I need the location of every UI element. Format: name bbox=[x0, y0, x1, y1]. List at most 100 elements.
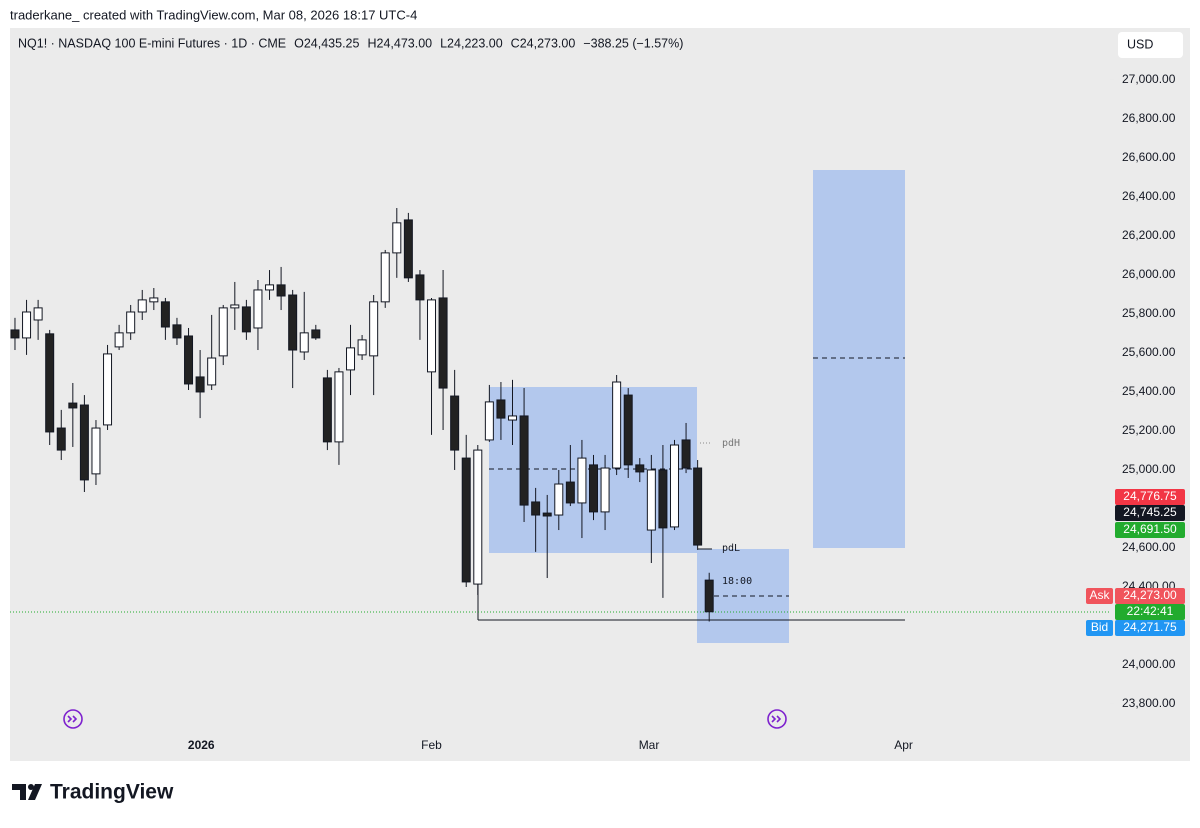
candle-body bbox=[484, 401, 494, 441]
candle-body bbox=[103, 353, 113, 426]
x-tick-label: Feb bbox=[421, 738, 442, 752]
x-tick-label: Apr bbox=[894, 738, 913, 752]
candle-body bbox=[681, 439, 691, 469]
candle-body bbox=[519, 415, 529, 506]
replay-icon[interactable] bbox=[63, 709, 83, 729]
annotation: pdL bbox=[722, 543, 740, 554]
candle-body bbox=[311, 329, 321, 339]
replay-icon[interactable] bbox=[767, 709, 787, 729]
candle-body bbox=[91, 427, 101, 475]
candle-body bbox=[369, 301, 379, 357]
price-tag-label: 24,691.50 bbox=[1123, 522, 1177, 536]
price-tag bbox=[1115, 522, 1185, 538]
candle-body bbox=[68, 402, 78, 409]
candle-body bbox=[230, 304, 240, 309]
y-tick-label: 26,400.00 bbox=[1122, 189, 1176, 203]
candle-body bbox=[554, 483, 564, 516]
price-tag-label: 24,745.25 bbox=[1123, 505, 1177, 519]
ohlc-value: H24,473.00 bbox=[367, 36, 432, 50]
price-tag bbox=[1115, 505, 1185, 521]
price-tag-label: 24,776.75 bbox=[1123, 489, 1177, 503]
candle-body bbox=[195, 376, 205, 393]
candle-body bbox=[565, 481, 575, 504]
candle-body bbox=[531, 501, 541, 516]
annotation: pdH bbox=[722, 438, 740, 449]
symbol-title: NQ1! · NASDAQ 100 E-mini Futures · 1D · … bbox=[18, 36, 286, 50]
y-tick-label: 26,000.00 bbox=[1122, 267, 1176, 281]
tag-label: 22:42:41 bbox=[1127, 604, 1174, 618]
candle-body bbox=[658, 469, 668, 529]
candle-body bbox=[56, 427, 66, 451]
candle-body bbox=[184, 335, 194, 385]
y-tick-label: 26,600.00 bbox=[1122, 150, 1176, 164]
candle-body bbox=[403, 219, 413, 279]
candle-body bbox=[461, 457, 471, 583]
candle-body bbox=[79, 404, 89, 481]
candle-body bbox=[588, 464, 598, 513]
y-tick-label: 25,400.00 bbox=[1122, 384, 1176, 398]
currency[interactable]: USD bbox=[1127, 37, 1153, 51]
y-tick-label: 23,800.00 bbox=[1122, 696, 1176, 710]
candle-body bbox=[114, 332, 124, 348]
y-tick-label: 24,000.00 bbox=[1122, 657, 1176, 671]
candle-body bbox=[635, 464, 645, 473]
tag-bg bbox=[1115, 620, 1185, 636]
tag-bg bbox=[1115, 604, 1185, 620]
candle-body bbox=[322, 377, 332, 443]
brand: TradingView bbox=[12, 781, 174, 804]
tag-bg bbox=[1115, 588, 1185, 604]
x-tick-label: Mar bbox=[639, 738, 660, 752]
legend: NQ1! · NASDAQ 100 E-mini Futures · 1D · … bbox=[18, 36, 683, 50]
candle-body bbox=[265, 284, 275, 291]
candle-body bbox=[299, 332, 309, 353]
candle-body bbox=[172, 324, 182, 339]
candle-body bbox=[334, 371, 344, 443]
tag-name: Bid bbox=[1091, 620, 1108, 634]
candle-body bbox=[438, 297, 448, 389]
y-tick-label: 26,800.00 bbox=[1122, 111, 1176, 125]
candle-body bbox=[346, 347, 356, 371]
ohlc-value: L24,223.00 bbox=[440, 36, 503, 50]
candle-body bbox=[149, 297, 159, 303]
candle-body bbox=[288, 294, 298, 351]
candle-body bbox=[646, 469, 656, 531]
candle-body bbox=[577, 457, 587, 504]
tag-name: Ask bbox=[1089, 588, 1110, 602]
candle-body bbox=[126, 311, 136, 334]
tag-label: 24,271.75 bbox=[1123, 620, 1177, 634]
candle-body bbox=[704, 579, 714, 613]
candle-body bbox=[623, 394, 633, 466]
tag-name-bg bbox=[1086, 588, 1113, 604]
candle-body bbox=[45, 333, 55, 433]
tag-label: 24,273.00 bbox=[1123, 588, 1177, 602]
candle-body bbox=[612, 381, 622, 469]
ohlc-value: −388.25 (−1.57%) bbox=[583, 36, 683, 50]
tag-name-bg bbox=[1086, 620, 1113, 636]
candle-body bbox=[253, 289, 263, 329]
ohlc-value: C24,273.00 bbox=[511, 36, 576, 50]
y-tick-label: 24,600.00 bbox=[1122, 540, 1176, 554]
candle-body bbox=[450, 395, 460, 451]
candle-body bbox=[693, 467, 703, 546]
candle-body bbox=[276, 284, 286, 297]
candle-body bbox=[137, 299, 147, 313]
candle-body bbox=[10, 329, 20, 339]
y-tick-label: 25,600.00 bbox=[1122, 345, 1176, 359]
candle-body bbox=[218, 307, 228, 357]
ohlc-value: O24,435.25 bbox=[294, 36, 359, 50]
currency-button[interactable] bbox=[1118, 32, 1183, 58]
candle-body bbox=[669, 444, 679, 528]
y-tick-label: 25,200.00 bbox=[1122, 423, 1176, 437]
candle-body bbox=[600, 467, 610, 513]
candle-body bbox=[427, 299, 437, 373]
y-tick-label: 27,000.00 bbox=[1122, 72, 1176, 86]
annotation: 18:00 bbox=[722, 576, 752, 587]
candle-body bbox=[496, 399, 506, 419]
y-tick-label: 26,200.00 bbox=[1122, 228, 1176, 242]
candle-body bbox=[508, 415, 518, 421]
candle-body bbox=[473, 449, 483, 585]
x-tick-label: 2026 bbox=[188, 738, 215, 752]
y-tick-label: 25,800.00 bbox=[1122, 306, 1176, 320]
